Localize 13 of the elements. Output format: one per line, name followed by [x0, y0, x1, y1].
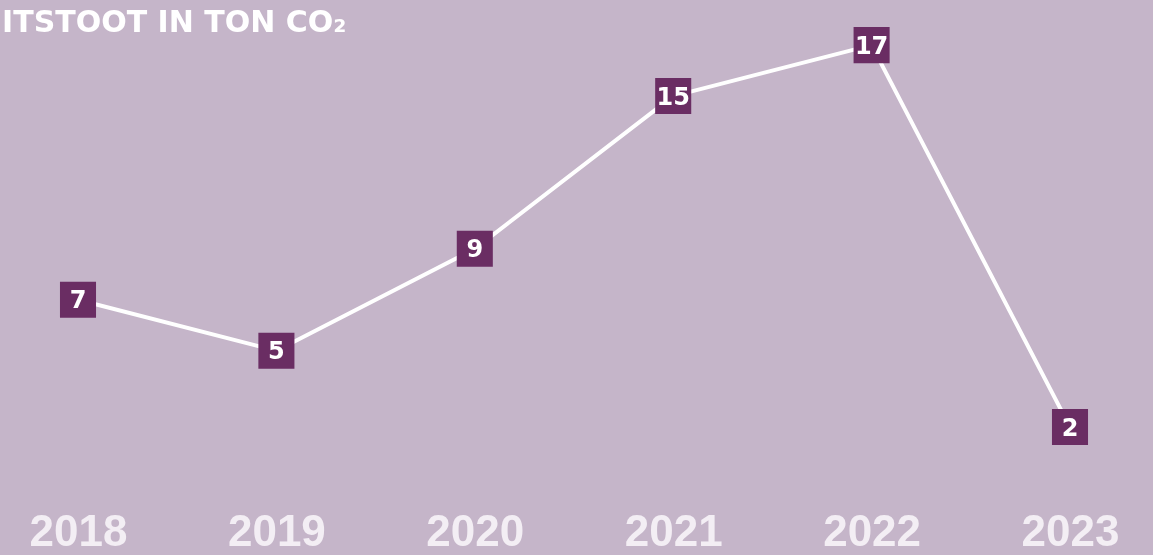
chart-title: ITSTOOT IN TON CO₂	[2, 4, 347, 39]
x-tick-label: 2019	[227, 506, 326, 555]
data-label: 2	[1061, 413, 1079, 442]
x-tick-label: 2021	[624, 506, 723, 555]
x-tick-label: 2022	[823, 506, 922, 555]
x-tick-label: 2023	[1021, 506, 1120, 555]
data-label: 9	[466, 235, 484, 264]
x-tick-label: 2020	[426, 506, 525, 555]
data-label: 5	[268, 337, 285, 366]
data-label: 17	[854, 31, 889, 60]
data-label: 15	[656, 82, 690, 111]
data-label: 7	[69, 286, 87, 315]
x-tick-label: 2018	[29, 506, 128, 555]
